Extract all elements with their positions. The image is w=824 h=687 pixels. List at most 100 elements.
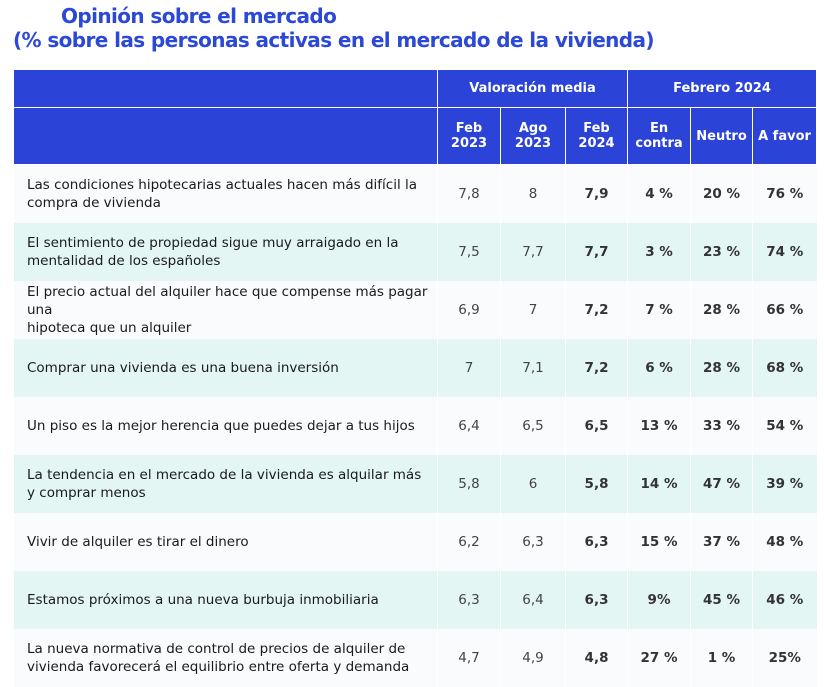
value-cell: 46 % [752, 571, 817, 629]
col-header-line1: Neutro [696, 128, 747, 144]
header-blank [13, 69, 438, 108]
col-header: Feb 2024 [564, 107, 629, 165]
col-header-line1: Feb [455, 121, 483, 136]
value-cell: 4,9 [500, 629, 566, 687]
value-cell: 6 % [627, 339, 691, 397]
value-cell: 6,3 [564, 513, 628, 571]
value-cell: 5,8 [564, 455, 628, 513]
header-blank-2 [13, 107, 438, 165]
value-cell: 3 % [627, 223, 691, 281]
table-row: La tendencia en el mercado de la viviend… [13, 455, 817, 513]
value-cell: 74 % [752, 223, 817, 281]
statement-line: Las condiciones hipotecarias actuales ha… [27, 177, 418, 193]
statement-line: Comprar una vivienda es una buena invers… [27, 360, 339, 376]
statement-cell: Estamos próximos a una nueva burbuja inm… [13, 571, 438, 629]
value-cell: 7,7 [500, 223, 566, 281]
statement-line: El sentimiento de propiedad sigue muy ar… [27, 235, 399, 251]
value-cell: 6,4 [437, 397, 501, 455]
col-header: A favor [752, 107, 818, 165]
value-cell: 7,7 [564, 223, 628, 281]
col-header-line1: A favor [758, 128, 811, 144]
statement-cell: El precio actual del alquiler hace que c… [13, 281, 438, 339]
col-header-line1: Ago [518, 121, 548, 136]
statement-cell: Vivir de alquiler es tirar el dinero [13, 513, 438, 571]
header-row-groups: Valoración media Febrero 2024 [13, 69, 818, 108]
value-cell: 4 % [627, 164, 691, 223]
value-cell: 7,5 [437, 223, 501, 281]
value-cell: 4,8 [564, 629, 628, 687]
value-cell: 7 [437, 339, 501, 397]
statement-line: Un piso es la mejor herencia que puedes … [27, 418, 415, 434]
opinion-table: Valoración media Febrero 2024 Feb 2023 Ag… [13, 69, 818, 687]
statement-cell: Comprar una vivienda es una buena invers… [13, 339, 438, 397]
value-cell: 6 [500, 455, 566, 513]
value-cell: 7 [500, 281, 566, 339]
value-cell: 15 % [627, 513, 691, 571]
value-cell: 6,3 [564, 571, 628, 629]
value-cell: 7,2 [564, 281, 628, 339]
table-row: El sentimiento de propiedad sigue muy ar… [13, 223, 817, 281]
statement-line: vivienda favorecerá el equilibrio entre … [27, 659, 410, 675]
value-cell: 25% [752, 629, 817, 687]
col-header: Neutro [690, 107, 754, 165]
value-cell: 6,9 [437, 281, 501, 339]
statement-line: La nueva normativa de control de precios… [27, 641, 406, 657]
value-cell: 8 [500, 164, 566, 223]
statement-cell: La tendencia en el mercado de la viviend… [13, 455, 438, 513]
value-cell: 28 % [690, 339, 753, 397]
value-cell: 54 % [752, 397, 817, 455]
statement-line: y comprar menos [27, 485, 146, 501]
value-cell: 5,8 [437, 455, 501, 513]
value-cell: 6,3 [437, 571, 501, 629]
value-cell: 27 % [627, 629, 691, 687]
value-cell: 14 % [627, 455, 691, 513]
value-cell: 76 % [752, 164, 817, 223]
header-group-febrero: Febrero 2024 [627, 69, 818, 108]
value-cell: 4,7 [437, 629, 501, 687]
header-row-columns: Feb 2023 Ago 2023 Feb 2024 En contra Neutro … [13, 107, 818, 165]
statement-line: compra de vivienda [27, 195, 161, 211]
statement-line: Vivir de alquiler es tirar el dinero [27, 534, 249, 550]
value-cell: 28 % [690, 281, 753, 339]
statement-cell: Las condiciones hipotecarias actuales ha… [13, 164, 438, 223]
statement-cell: Un piso es la mejor herencia que puedes … [13, 397, 438, 455]
value-cell: 6,3 [500, 513, 566, 571]
table-row: Estamos próximos a una nueva burbuja inm… [13, 571, 817, 629]
statement-cell: El sentimiento de propiedad sigue muy ar… [13, 223, 438, 281]
value-cell: 45 % [690, 571, 753, 629]
col-header: Ago 2023 [500, 107, 566, 165]
value-cell: 48 % [752, 513, 817, 571]
statement-line: La tendencia en el mercado de la viviend… [27, 467, 422, 483]
statement-cell: La nueva normativa de control de precios… [13, 629, 438, 687]
value-cell: 23 % [690, 223, 753, 281]
table-row: Las condiciones hipotecarias actuales ha… [13, 164, 817, 223]
table-row: Comprar una vivienda es una buena invers… [13, 339, 817, 397]
value-cell: 1 % [690, 629, 753, 687]
value-cell: 7,9 [564, 164, 628, 223]
table-row: El precio actual del alquiler hace que c… [13, 281, 817, 339]
value-cell: 6,4 [500, 571, 566, 629]
table-row: Vivir de alquiler es tirar el dinero 6,2… [13, 513, 817, 571]
col-header-line1: Feb [583, 121, 610, 136]
value-cell: 68 % [752, 339, 817, 397]
value-cell: 6,5 [564, 397, 628, 455]
col-header: Feb 2023 [437, 107, 501, 165]
statement-line: El precio actual del alquiler hace que c… [27, 284, 428, 318]
col-header-line2: 2023 [450, 136, 488, 151]
value-cell: 7,1 [500, 339, 566, 397]
col-header-line2: 2024 [578, 136, 615, 151]
col-header-line1: En [649, 121, 669, 136]
value-cell: 6,2 [437, 513, 501, 571]
value-cell: 7 % [627, 281, 691, 339]
statement-line: Estamos próximos a una nueva burbuja inm… [27, 592, 379, 608]
value-cell: 47 % [690, 455, 753, 513]
page-subtitle: (% sobre las personas activas en el merc… [13, 28, 655, 52]
statement-line: mentalidad de los españoles [27, 253, 221, 269]
page-title: Opinión sobre el mercado [61, 4, 337, 28]
header-group-valoracion: Valoración media [436, 69, 629, 108]
value-cell: 37 % [690, 513, 753, 571]
col-header-line2: contra [635, 136, 683, 151]
col-header: En contra [627, 107, 692, 165]
value-cell: 33 % [690, 397, 753, 455]
value-cell: 7,2 [564, 339, 628, 397]
